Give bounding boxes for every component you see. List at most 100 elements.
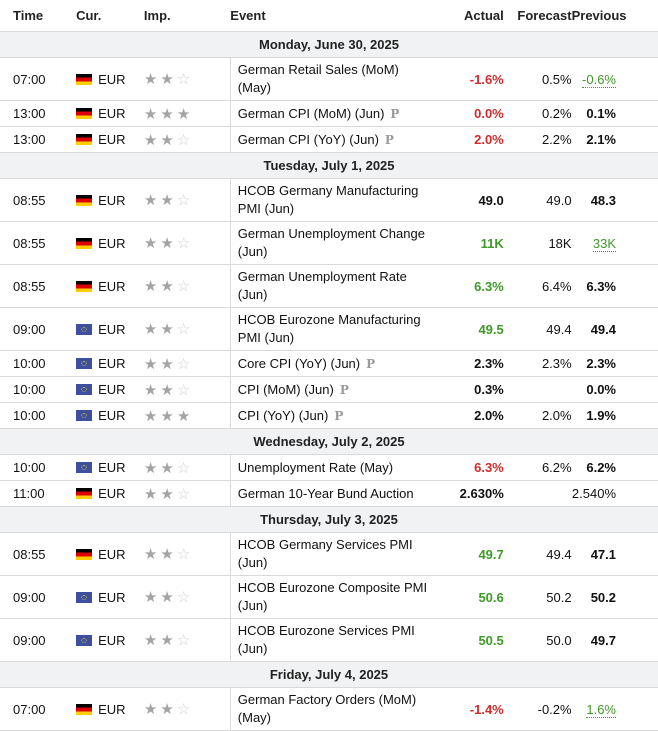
event-actual: 49.0 xyxy=(431,178,504,222)
event-previous: 49.7 xyxy=(590,632,616,648)
event-name[interactable]: German CPI (YoY) (Jun) xyxy=(237,131,379,147)
header-importance[interactable]: Imp. xyxy=(143,0,231,32)
event-name[interactable]: HCOB Eurozone Services PMI (Jun) xyxy=(237,623,415,656)
header-event[interactable]: Event xyxy=(230,0,432,32)
event-name[interactable]: German Unemployment Rate (Jun) xyxy=(237,269,407,302)
day-label: Thursday, July 3, 2025 xyxy=(0,506,658,533)
star-icon: ★ xyxy=(143,485,159,503)
header-previous[interactable]: Previous xyxy=(571,0,658,32)
header-currency[interactable]: Cur. xyxy=(76,0,144,32)
star-icon: ★ xyxy=(160,105,175,123)
event-actual: 49.5 xyxy=(431,307,504,351)
star-icon: ★ xyxy=(160,192,175,209)
event-row[interactable]: 07:00 EUR ★ ★ ☆ German Factory Orders (MoM) (… xyxy=(0,687,658,731)
star-icon: ★ xyxy=(143,192,159,209)
event-name[interactable]: Core CPI (YoY) (Jun) xyxy=(237,355,361,371)
star-icon: ★ xyxy=(160,381,175,399)
importance-stars: ★ ★ ☆ xyxy=(143,376,231,403)
event-time: 10:00 xyxy=(0,376,77,403)
event-row[interactable]: 08:55 EUR ★ ★ ☆ German Unemployment Change (J… xyxy=(0,221,658,265)
event-name-cell[interactable]: CPI (MoM) (Jun) P xyxy=(229,376,432,403)
event-name-cell[interactable]: German Unemployment Rate (Jun) xyxy=(229,264,432,308)
event-name[interactable]: CPI (MoM) (Jun) xyxy=(237,381,334,397)
star-icon: ☆ xyxy=(176,278,192,295)
eu-flag-icon xyxy=(76,384,93,395)
preliminary-icon: P xyxy=(390,106,400,121)
event-previous: 49.4 xyxy=(590,321,616,337)
event-name-cell[interactable]: German CPI (MoM) (Jun) P xyxy=(229,100,432,127)
event-row[interactable]: 09:00 EUR ★ ★ ☆ HCOB Eurozone Composite PMI (… xyxy=(0,575,658,619)
eu-flag-icon xyxy=(76,634,93,646)
star-icon: ☆ xyxy=(176,321,192,338)
currency-code: EUR xyxy=(98,321,126,337)
event-currency-cell: EUR xyxy=(76,307,144,351)
event-row[interactable]: 10:00 EUR ★ ★ ☆ Core CPI (YoY) (Jun) P 2.3% 2.3%… xyxy=(0,350,658,377)
currency-code: EUR xyxy=(98,356,126,371)
star-icon: ★ xyxy=(160,355,175,373)
event-forecast: 50.0 xyxy=(503,618,572,662)
event-name-cell[interactable]: HCOB Eurozone Services PMI (Jun) xyxy=(229,618,432,662)
event-name[interactable]: Unemployment Rate (May) xyxy=(237,459,394,475)
event-row[interactable]: 07:00 EUR ★ ★ ☆ German Retail Sales (MoM) (Ma… xyxy=(0,57,658,101)
event-row[interactable]: 13:00 EUR ★ ★ ★ German CPI (MoM) (Jun) P 0.0% 0.… xyxy=(0,100,658,127)
event-previous: 48.3 xyxy=(590,192,616,208)
table-header-row: Time Cur. Imp. Event Actual Forecast Pre… xyxy=(0,0,658,32)
event-time: 10:00 xyxy=(0,402,77,429)
event-name[interactable]: CPI (YoY) (Jun) xyxy=(237,407,329,423)
event-row[interactable]: 08:55 EUR ★ ★ ☆ HCOB Germany Manufacturing PM… xyxy=(0,178,658,222)
header-time[interactable]: Time xyxy=(0,0,77,32)
importance-stars: ★ ★ ☆ xyxy=(143,618,231,662)
event-name[interactable]: German 10-Year Bund Auction xyxy=(237,485,414,501)
event-forecast: 0.5% xyxy=(503,57,572,101)
event-name-cell[interactable]: German CPI (YoY) (Jun) P xyxy=(229,126,432,153)
germany-flag-icon xyxy=(76,548,93,560)
event-name[interactable]: German Unemployment Change (Jun) xyxy=(237,226,425,259)
event-name-cell[interactable]: CPI (YoY) (Jun) P xyxy=(229,402,432,429)
star-icon: ★ xyxy=(160,459,175,477)
event-forecast: 2.2% xyxy=(503,126,572,153)
event-name-cell[interactable]: HCOB Germany Manufacturing PMI (Jun) xyxy=(229,178,432,222)
event-previous-cell: 0.0% xyxy=(571,376,658,403)
event-currency-cell: EUR xyxy=(76,178,144,222)
event-previous[interactable]: 33K xyxy=(592,235,616,252)
event-forecast: -0.2% xyxy=(503,687,572,731)
event-name-cell[interactable]: Core CPI (YoY) (Jun) P xyxy=(229,350,432,377)
event-row[interactable]: 09:00 EUR ★ ★ ☆ HCOB Eurozone Services PMI (J… xyxy=(0,618,658,662)
event-row[interactable]: 11:00 EUR ★ ★ ☆ German 10-Year Bund Auction 2.… xyxy=(0,480,658,507)
event-name-cell[interactable]: German Factory Orders (MoM) (May) xyxy=(229,687,432,731)
event-name-cell[interactable]: HCOB Eurozone Manufacturing PMI (Jun) xyxy=(229,307,432,351)
event-actual: 6.3% xyxy=(431,454,504,481)
event-name[interactable]: German Retail Sales (MoM) (May) xyxy=(237,62,399,95)
event-row[interactable]: 08:55 EUR ★ ★ ☆ German Unemployment Rate (Jun… xyxy=(0,264,658,308)
event-name-cell[interactable]: HCOB Eurozone Composite PMI (Jun) xyxy=(229,575,432,619)
event-row[interactable]: 10:00 EUR ★ ★ ★ CPI (YoY) (Jun) P 2.0% 2.0% 1.9% xyxy=(0,402,658,429)
event-name[interactable]: HCOB Eurozone Manufacturing PMI (Jun) xyxy=(237,312,421,345)
event-name-cell[interactable]: Unemployment Rate (May) xyxy=(229,454,432,481)
event-name[interactable]: German CPI (MoM) (Jun) xyxy=(237,105,385,121)
event-currency-cell: EUR xyxy=(76,221,144,265)
event-previous[interactable]: -0.6% xyxy=(582,71,616,88)
event-row[interactable]: 10:00 EUR ★ ★ ☆ CPI (MoM) (Jun) P 0.3% 0.0% xyxy=(0,376,658,403)
event-actual: 49.7 xyxy=(431,532,504,576)
currency-code: EUR xyxy=(98,132,126,147)
header-actual[interactable]: Actual xyxy=(431,0,504,32)
star-icon: ★ xyxy=(160,485,175,503)
event-name[interactable]: German Factory Orders (MoM) (May) xyxy=(237,692,417,725)
event-name[interactable]: HCOB Germany Services PMI (Jun) xyxy=(237,537,413,570)
event-name-cell[interactable]: HCOB Germany Services PMI (Jun) xyxy=(229,532,432,576)
event-row[interactable]: 13:00 EUR ★ ★ ☆ German CPI (YoY) (Jun) P 2.0% 2.… xyxy=(0,126,658,153)
event-time: 07:00 xyxy=(0,57,77,101)
event-name-cell[interactable]: German 10-Year Bund Auction xyxy=(229,480,432,507)
event-row[interactable]: 09:00 EUR ★ ★ ☆ HCOB Eurozone Manufacturing P… xyxy=(0,307,658,351)
currency-code: EUR xyxy=(98,71,126,87)
event-name[interactable]: HCOB Eurozone Composite PMI (Jun) xyxy=(237,580,428,613)
header-forecast[interactable]: Forecast xyxy=(503,0,572,32)
event-currency-cell: EUR xyxy=(76,126,144,153)
event-row[interactable]: 08:55 EUR ★ ★ ☆ HCOB Germany Services PMI (Ju… xyxy=(0,532,658,576)
day-label: Tuesday, July 1, 2025 xyxy=(0,152,658,179)
event-name-cell[interactable]: German Unemployment Change (Jun) xyxy=(229,221,432,265)
event-row[interactable]: 10:00 EUR ★ ★ ☆ Unemployment Rate (May) 6.3% 6.… xyxy=(0,454,658,481)
event-name-cell[interactable]: German Retail Sales (MoM) (May) xyxy=(229,57,432,101)
event-name[interactable]: HCOB Germany Manufacturing PMI (Jun) xyxy=(237,183,419,216)
importance-stars: ★ ★ ☆ xyxy=(143,178,231,222)
